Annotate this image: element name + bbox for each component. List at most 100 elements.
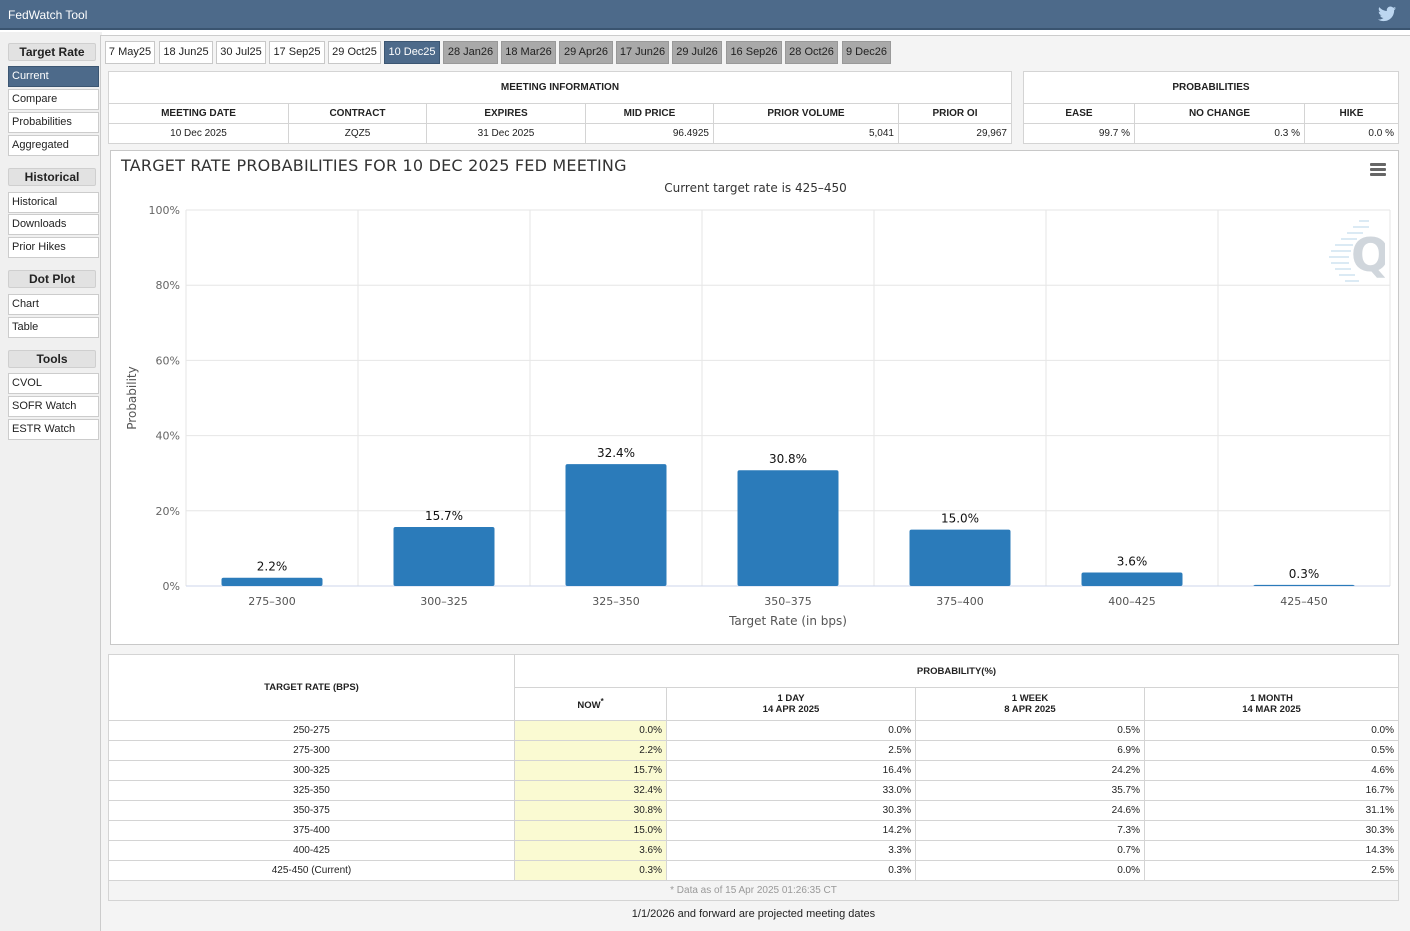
probability-cell: 33.0% [666,780,916,801]
rate-cell: 375-400 [108,820,515,841]
mid-price-value: 96.4925 [585,123,714,144]
probability-cell: 24.6% [915,800,1145,821]
tab-meeting[interactable]: 29 Jul26 [672,41,722,64]
tab-meeting[interactable]: 30 Jul25 [216,41,266,64]
data-label: 15.0% [941,512,979,526]
tab-meeting-active[interactable]: 10 Dec25 [384,41,440,64]
app-title: FedWatch Tool [8,8,88,22]
sidebar-item-estr-watch[interactable]: ESTR Watch [8,419,99,440]
col-date: 8 APR 2025 [1004,704,1056,715]
y-tick-label: 80% [156,279,180,292]
sidebar-heading-dot-plot: Dot Plot [8,270,96,288]
left-sidebar [0,32,102,931]
sidebar-item-historical[interactable]: Historical [8,192,99,213]
table-row: 350-375 30.8% 30.3% 24.6% 31.1% [108,800,1399,821]
probability-cell: 30.3% [666,800,916,821]
y-tick-label: 60% [156,354,180,367]
data-label: 0.3% [1289,567,1320,581]
sidebar-item-chart[interactable]: Chart [8,294,99,315]
tab-meeting[interactable]: 28 Jan26 [443,41,498,64]
bar [393,526,495,586]
col-header: MEETING DATE [108,103,289,124]
table-row: 250-275 0.0% 0.0% 0.5% 0.0% [108,720,1399,741]
sidebar-item-table[interactable]: Table [8,317,99,338]
prior-oi-value: 29,967 [898,123,1012,144]
no-change-value: 0.3 % [1134,123,1305,144]
sidebar-item-sofr-watch[interactable]: SOFR Watch [8,396,99,417]
x-tick-label: 400–425 [1108,595,1156,608]
probability-cell: 31.1% [1144,800,1399,821]
probability-cell: 24.2% [915,760,1145,781]
col-now-label: NOW [577,700,601,712]
probability-cell: 0.7% [915,840,1145,861]
chart-subtitle: Current target rate is 425–450 [664,181,847,195]
tab-meeting[interactable]: 7 May25 [105,41,155,64]
hamburger-menu-icon[interactable] [1370,163,1386,177]
chart-title: TARGET RATE PROBABILITIES FOR 10 DEC 202… [121,156,627,175]
col-header: NO CHANGE [1134,103,1305,124]
tab-meeting[interactable]: 29 Apr26 [559,41,613,64]
probability-cell: 3.3% [666,840,916,861]
tab-meeting[interactable]: 17 Sep25 [269,41,325,64]
tab-meeting[interactable]: 18 Jun25 [159,41,213,64]
probability-cell: 0.0% [1144,720,1399,741]
sidebar-item-prior-hikes[interactable]: Prior Hikes [8,237,99,258]
sidebar-item-downloads[interactable]: Downloads [8,214,99,235]
rate-cell: 275-300 [108,740,515,761]
rate-cell: 400-425 [108,840,515,861]
sidebar-item-compare[interactable]: Compare [8,89,99,110]
probability-cell: 15.7% [514,760,667,781]
bar [737,470,839,586]
probability-cell: 0.5% [915,720,1145,741]
bar [221,577,323,586]
rate-cell: 425-450 (Current) [108,860,515,881]
probability-cell: 0.3% [666,860,916,881]
sidebar-item-aggregated[interactable]: Aggregated [8,135,99,156]
y-axis-title: Probability [125,366,139,429]
table-row: 300-325 15.7% 16.4% 24.2% 4.6% [108,760,1399,781]
prior-volume-value: 5,041 [713,123,899,144]
x-tick-label: 275–300 [248,595,296,608]
probability-cell: 6.9% [915,740,1145,761]
probability-table: TARGET RATE (BPS) PROBABILITY(%) NOW* 1 … [108,654,1399,901]
tab-meeting[interactable]: 17 Jun26 [616,41,669,64]
rate-cell: 300-325 [108,760,515,781]
ease-value: 99.7 % [1023,123,1135,144]
probability-cell: 16.7% [1144,780,1399,801]
data-label: 32.4% [597,446,635,460]
tab-meeting[interactable]: 16 Sep26 [726,41,782,64]
probability-cell: 0.5% [1144,740,1399,761]
col-header: MID PRICE [585,103,714,124]
rate-cell: 250-275 [108,720,515,741]
probability-cell: 35.7% [915,780,1145,801]
y-tick-label: 100% [149,204,180,217]
probability-cell: 14.3% [1144,840,1399,861]
data-label: 2.2% [257,560,288,574]
col-header: PRIOR VOLUME [713,103,899,124]
col-header: EASE [1023,103,1135,124]
tab-meeting[interactable]: 28 Oct26 [785,41,838,64]
x-tick-label: 325–350 [592,595,640,608]
meeting-info-table: MEETING INFORMATION MEETING DATE CONTRAC… [108,71,1012,144]
probability-cell: 15.0% [514,820,667,841]
x-tick-label: 425–450 [1280,595,1328,608]
x-tick-label: 375–400 [936,595,984,608]
sidebar-item-current[interactable]: Current [8,66,99,87]
tab-meeting[interactable]: 9 Dec26 [842,41,891,64]
probability-cell: 2.5% [666,740,916,761]
bar [909,529,1011,586]
table-row: 425-450 (Current) 0.3% 0.3% 0.0% 2.5% [108,860,1399,881]
data-label: 15.7% [425,509,463,523]
asterisk-mark: * [600,696,604,706]
col-header-1-day: 1 DAY 14 APR 2025 [666,687,916,721]
quikstrike-logo-icon: Q [1329,220,1385,282]
rate-column-header: TARGET RATE (BPS) [108,654,515,721]
probabilities-summary-table: PROBABILITIES EASE NO CHANGE HIKE 99.7 %… [1023,71,1399,144]
tab-meeting[interactable]: 18 Mar26 [501,41,556,64]
sidebar-item-probabilities[interactable]: Probabilities [8,112,99,133]
twitter-icon[interactable] [1378,6,1396,22]
tab-meeting[interactable]: 29 Oct25 [328,41,381,64]
data-label: 3.6% [1117,554,1148,568]
sidebar-item-cvol[interactable]: CVOL [8,373,99,394]
bar [1081,572,1183,586]
